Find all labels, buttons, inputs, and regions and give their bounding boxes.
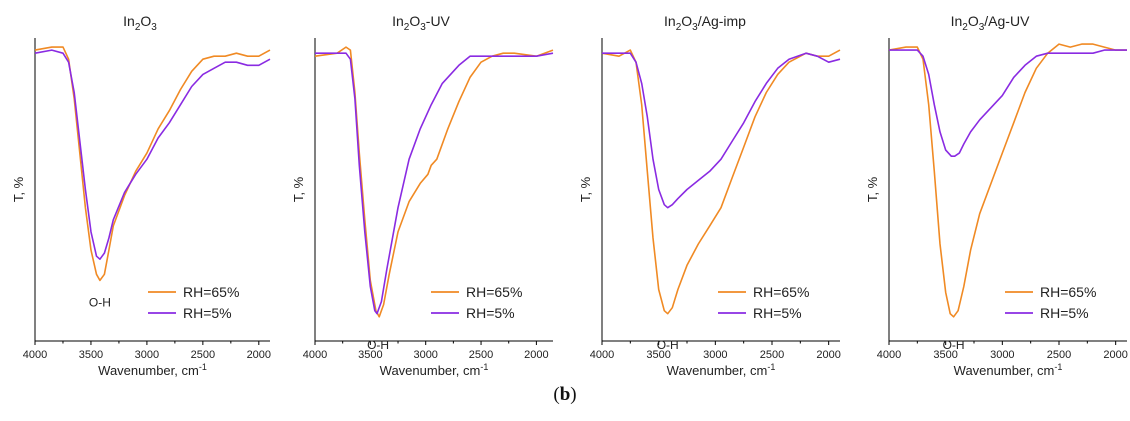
title-part: /Ag-UV <box>984 13 1030 29</box>
x-axis-label: Wavenumber, cm-1 <box>380 362 489 378</box>
title-part: /Ag-imp <box>698 13 746 29</box>
x-axis-label-sup: -1 <box>1054 362 1062 372</box>
x-tick-label: 4000 <box>877 349 901 361</box>
x-tick-label: 2000 <box>247 349 271 361</box>
title-subscript: 3 <box>420 22 426 33</box>
legend-label: RH=65% <box>1040 284 1096 300</box>
title-subscript: 2 <box>135 22 141 33</box>
series-line-rh5 <box>315 52 554 315</box>
title-part: O <box>681 13 692 29</box>
x-tick-label: 3000 <box>413 349 437 361</box>
x-tick-label: 4000 <box>303 349 327 361</box>
chart-title: In2O3/Ag-UV <box>951 13 1030 33</box>
caption-open: ( <box>553 384 560 405</box>
x-tick-label: 3500 <box>933 349 957 361</box>
series-line-rh5 <box>602 52 841 209</box>
chart-title: In2O3 <box>123 13 157 33</box>
title-part: O <box>140 13 151 29</box>
x-tick-label: 3500 <box>646 349 670 361</box>
x-tick-label: 2500 <box>760 349 784 361</box>
x-axis-label-base: Wavenumber, cm <box>954 363 1055 378</box>
chart-panel-4: 4000 3500 3000 2500 2000 Wavenumber, cm-1 T, %… <box>865 13 1128 378</box>
title-subscript: 2 <box>962 22 968 33</box>
legend-label: RH=65% <box>183 284 239 300</box>
oh-annotation: O-H <box>943 338 965 352</box>
title-subscript: 3 <box>979 22 985 33</box>
x-tick-label: 3000 <box>135 349 159 361</box>
x-axis-label-sup: -1 <box>480 362 488 372</box>
chart-title: In2O3-UV <box>392 13 450 33</box>
oh-annotation: O-H <box>657 338 679 352</box>
y-axis-label: T, % <box>578 176 593 202</box>
legend-label: RH=5% <box>466 305 515 321</box>
title-part: O <box>968 13 979 29</box>
y-axis-label: T, % <box>865 176 880 202</box>
series-line-rh65 <box>888 43 1127 318</box>
chart-panel-3: 4000 3500 3000 2500 2000 Wavenumber, cm-1 T, %… <box>578 13 841 378</box>
chart-panel-1: 4000 3500 3000 2500 2000 Wavenumber, cm-1 T, %… <box>11 13 271 378</box>
x-axis-label: Wavenumber, cm-1 <box>954 362 1063 378</box>
x-tick-label: 3500 <box>79 349 103 361</box>
chart-title: In2O3/Ag-imp <box>664 13 746 33</box>
legend-label: RH=65% <box>466 284 522 300</box>
chart-panel-2: 4000 3500 3000 2500 2000 Wavenumber, cm-1 T, %… <box>291 13 554 378</box>
x-tick-label: 3500 <box>358 349 382 361</box>
x-tick-label: 2000 <box>1103 349 1127 361</box>
x-axis-label: Wavenumber, cm-1 <box>98 362 207 378</box>
title-subscript: 3 <box>692 22 698 33</box>
y-axis-label: T, % <box>11 176 26 202</box>
title-part: In <box>123 13 135 29</box>
oh-annotation: O-H <box>89 296 111 310</box>
x-tick-label: 3000 <box>703 349 727 361</box>
x-tick-label: 2500 <box>191 349 215 361</box>
title-part: O <box>409 13 420 29</box>
title-part: In <box>664 13 676 29</box>
title-subscript: 2 <box>676 22 682 33</box>
x-axis-label-base: Wavenumber, cm <box>380 363 481 378</box>
x-tick-label: 4000 <box>590 349 614 361</box>
x-tick-label: 2000 <box>524 349 548 361</box>
x-tick-label: 2500 <box>1047 349 1071 361</box>
legend-label: RH=5% <box>753 305 802 321</box>
x-tick-label: 4000 <box>23 349 47 361</box>
title-subscript: 3 <box>151 22 157 33</box>
x-axis-label-sup: -1 <box>767 362 775 372</box>
legend-label: RH=65% <box>753 284 809 300</box>
title-subscript: 2 <box>404 22 410 33</box>
title-part: In <box>951 13 963 29</box>
x-axis-label-base: Wavenumber, cm <box>98 363 199 378</box>
legend-label: RH=5% <box>1040 305 1089 321</box>
x-tick-label: 3000 <box>990 349 1014 361</box>
series-line-rh65 <box>34 46 271 282</box>
figure-caption: (b) <box>0 384 1130 406</box>
x-axis-label-base: Wavenumber, cm <box>667 363 768 378</box>
x-tick-label: 2000 <box>816 349 840 361</box>
series-line-rh5 <box>889 49 1127 157</box>
series-line-rh5 <box>34 49 271 260</box>
title-part: In <box>392 13 404 29</box>
legend-label: RH=5% <box>183 305 232 321</box>
series-line-rh65 <box>314 46 554 318</box>
title-part: -UV <box>426 13 451 29</box>
oh-annotation: O-H <box>367 338 389 352</box>
x-axis-label: Wavenumber, cm-1 <box>667 362 776 378</box>
x-tick-label: 2500 <box>469 349 493 361</box>
x-axis-label-sup: -1 <box>199 362 207 372</box>
caption-letter: b <box>559 384 571 405</box>
y-axis-label: T, % <box>291 176 306 202</box>
caption-close: ) <box>570 384 577 405</box>
series-line-rh65 <box>601 49 841 315</box>
